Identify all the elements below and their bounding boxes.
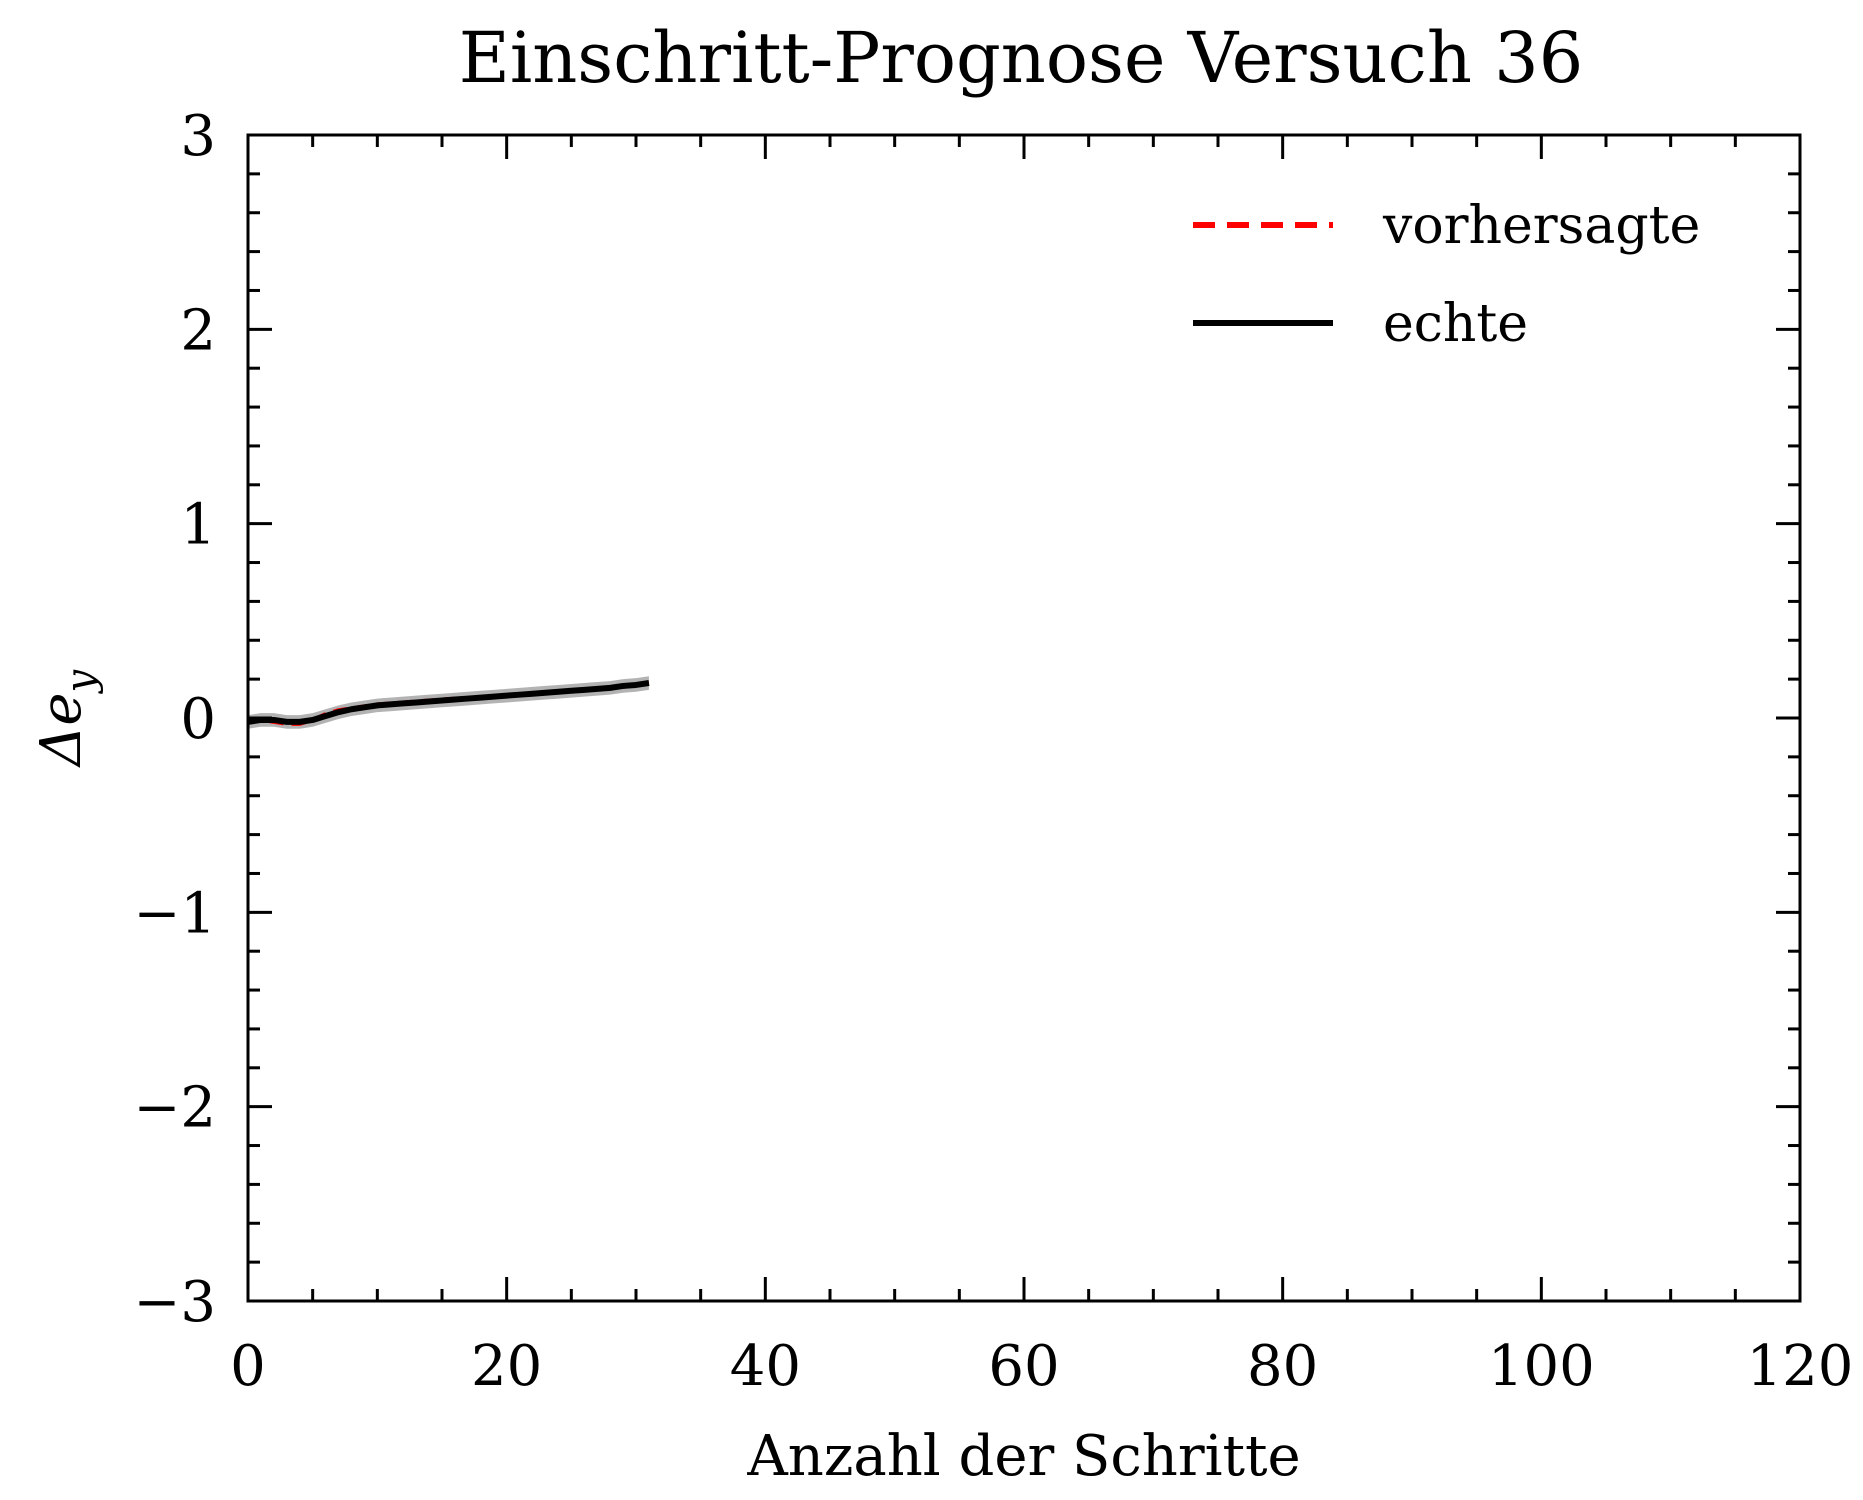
y-tick-label: 2 bbox=[180, 298, 216, 363]
plot-frame bbox=[246, 133, 1802, 1303]
series-line-echte bbox=[247, 680, 650, 725]
y-tick-label: −1 bbox=[133, 881, 216, 946]
y-tick-label: 0 bbox=[180, 687, 216, 752]
series-layer bbox=[247, 680, 650, 726]
y-tick-label: −3 bbox=[133, 1270, 216, 1335]
x-tick-label: 0 bbox=[230, 1334, 266, 1399]
y-tick-label: −2 bbox=[133, 1076, 216, 1141]
x-axis-label: Anzahl der Schritte bbox=[746, 1424, 1300, 1489]
y-tick-label: 3 bbox=[180, 104, 216, 169]
chart-title: Einschritt-Prognose Versuch 36 bbox=[459, 17, 1584, 99]
y-tick-labels: −3 −2 −1 0 1 2 3 bbox=[133, 104, 216, 1335]
y-axis-label-sub: y bbox=[58, 669, 104, 695]
legend-label-vorhersagte: vorhersagte bbox=[1382, 196, 1700, 256]
y-axis-label: Δey bbox=[29, 669, 104, 769]
legend-label-echte: echte bbox=[1383, 294, 1528, 354]
x-tick-label: 80 bbox=[1247, 1334, 1318, 1399]
x-tick-label: 40 bbox=[730, 1334, 801, 1399]
x-tick-label: 20 bbox=[471, 1334, 542, 1399]
y-tick-label: 1 bbox=[180, 493, 216, 558]
y-axis-label-main: Δe bbox=[29, 693, 94, 769]
tick-layer bbox=[246, 133, 1802, 1303]
x-tick-label: 120 bbox=[1747, 1334, 1854, 1399]
legend: vorhersagte echte bbox=[1193, 196, 1700, 354]
x-tick-labels: 0 20 40 60 80 100 120 bbox=[230, 1334, 1853, 1399]
x-tick-label: 100 bbox=[1488, 1334, 1595, 1399]
x-tick-label: 60 bbox=[988, 1334, 1059, 1399]
